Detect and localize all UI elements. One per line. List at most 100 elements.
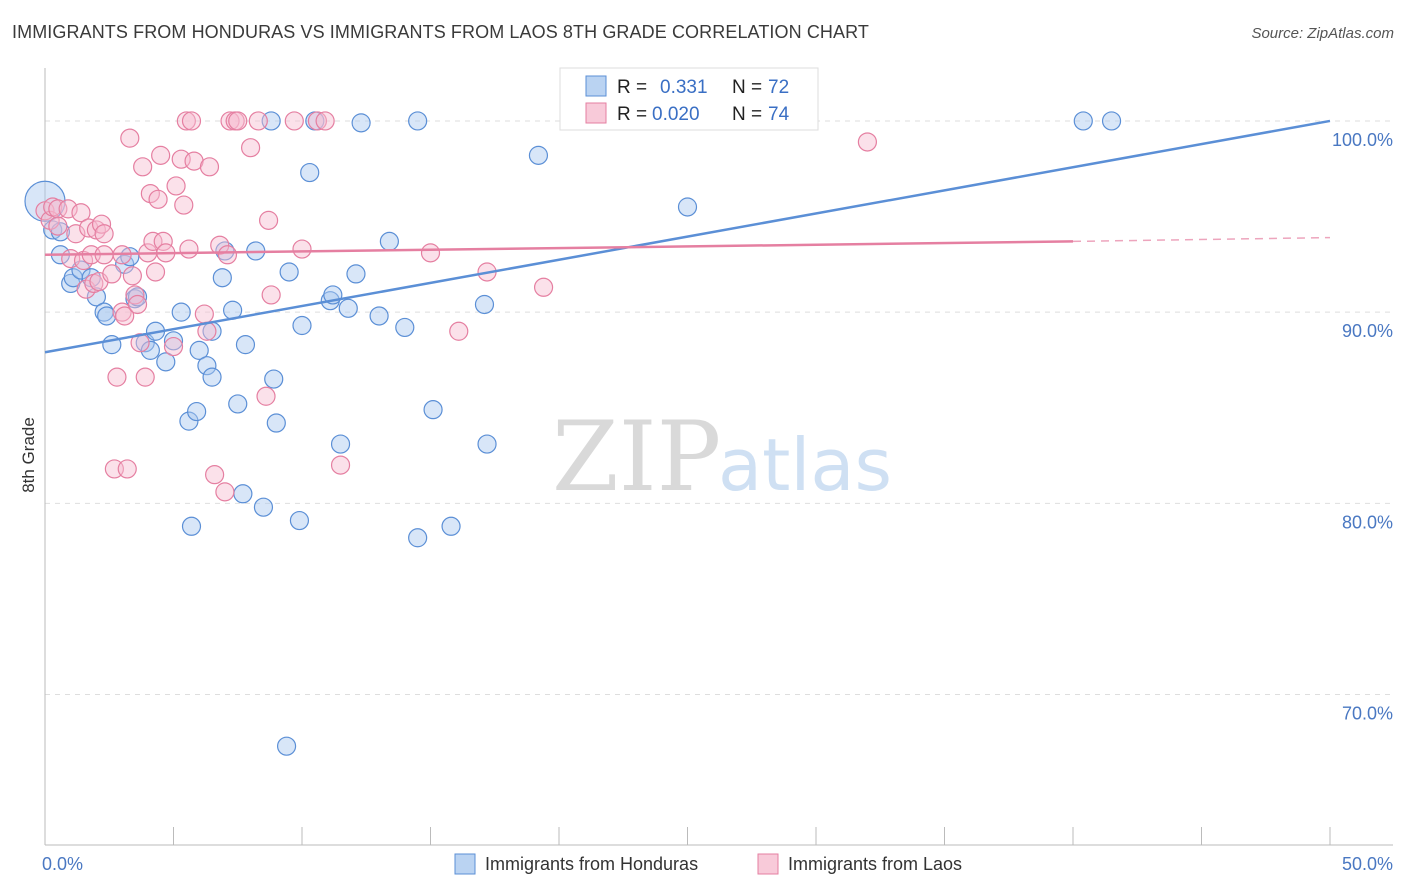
scatter-point-laos — [533, 277, 554, 297]
scatter-point-laos — [241, 138, 261, 158]
scatter-point-honduras — [202, 367, 222, 387]
legend-swatch-laos — [757, 853, 779, 875]
scatter-point-honduras — [212, 268, 232, 288]
trend-line-honduras — [44, 119, 1331, 354]
scatter-point-honduras — [140, 340, 160, 360]
scatter-point-laos — [420, 243, 441, 263]
scatter-point-laos — [215, 482, 235, 502]
trend-line-laos — [44, 240, 1074, 257]
stats-n-label-honduras: N = — [732, 77, 762, 98]
trend-layer — [44, 119, 1331, 354]
scatter-point-laos — [58, 199, 78, 219]
chart-title: IMMIGRANTS FROM HONDURAS VS IMMIGRANTS F… — [12, 22, 869, 42]
scatter-point-laos — [163, 336, 184, 357]
scatter-point-laos — [248, 111, 268, 131]
scatter-point-laos — [315, 111, 335, 131]
scatter-point-laos — [140, 183, 160, 204]
scatter-point-honduras — [677, 197, 698, 217]
series-legend: Immigrants from Honduras Immigrants from… — [454, 853, 962, 875]
scatter-point-laos — [174, 195, 194, 215]
scatter-point-honduras — [369, 306, 389, 326]
scatter-point-honduras — [235, 335, 256, 355]
scatter-point-laos — [217, 245, 238, 265]
scatter-point-honduras — [264, 369, 284, 389]
y-axis-label: 8th Grade — [19, 417, 38, 493]
scatter-point-honduras — [477, 434, 497, 454]
stats-n-value-honduras: 72 — [768, 77, 789, 98]
scatter-point-laos — [145, 262, 166, 282]
y-tick-label: 80.0% — [1342, 512, 1393, 532]
scatter-point-laos — [176, 111, 196, 131]
stats-r-value-honduras: 0.331 — [660, 77, 708, 98]
scatter-point-honduras — [330, 434, 351, 454]
scatter-point-laos — [102, 264, 122, 284]
scatter-point-honduras — [179, 411, 199, 431]
scatter-point-honduras — [408, 111, 428, 131]
scatter-point-laos — [258, 210, 279, 230]
scatter-point-laos — [122, 266, 142, 286]
legend-swatch-honduras — [454, 853, 476, 875]
scatter-point-honduras — [187, 401, 207, 422]
y-tick-label: 100.0% — [1332, 130, 1393, 150]
axis-layer: 70.0% 80.0% 90.0% 100.0% 0.0% 50.0% — [42, 68, 1393, 874]
scatter-point-laos — [143, 231, 163, 251]
scatter-point-honduras — [253, 497, 274, 517]
scatter-point-laos — [135, 367, 155, 387]
scatter-point-laos — [148, 189, 168, 209]
scatter-point-laos — [205, 465, 225, 485]
scatter-point-laos — [449, 321, 469, 341]
scatter-point-honduras — [1101, 111, 1122, 131]
scatter-point-honduras — [228, 394, 248, 414]
scatter-point-laos — [48, 199, 68, 219]
scatter-point-laos — [48, 216, 68, 236]
watermark-atlas: atlas — [718, 423, 892, 507]
scatter-point-honduras — [197, 356, 217, 376]
scatter-point-laos — [284, 111, 304, 131]
scatter-point-honduras — [408, 528, 428, 548]
stats-r-value-laos: 0.020 — [652, 104, 700, 125]
scatter-point-laos — [117, 459, 137, 479]
stats-legend: R = 0.331 N = 72 R = 0.020 N = 74 — [559, 67, 819, 131]
scatter-point-laos — [107, 367, 127, 387]
scatter-point-laos — [199, 157, 220, 177]
scatter-point-honduras — [156, 352, 176, 372]
scatter-point-laos — [120, 128, 140, 148]
stats-swatch-honduras — [585, 75, 607, 97]
scatter-point-laos — [194, 304, 214, 324]
scatter-point-laos — [94, 224, 114, 244]
scatter-point-honduras — [528, 145, 549, 165]
scatter-point-laos — [220, 111, 240, 131]
scatter-point-laos — [256, 386, 276, 406]
scatter-point-honduras — [189, 340, 209, 360]
scatter-point-honduras — [441, 516, 461, 536]
stats-n-label-laos: N = — [732, 104, 762, 125]
scatter-point-laos — [261, 285, 281, 305]
scatter-point-laos — [228, 111, 248, 131]
watermark: ZIP atlas — [552, 401, 892, 513]
scatter-point-laos — [127, 294, 148, 315]
y-tick-label: 70.0% — [1342, 704, 1393, 724]
scatter-point-laos — [210, 235, 230, 255]
scatter-point-honduras — [120, 247, 140, 267]
scatter-point-honduras — [1073, 111, 1093, 131]
scatter-point-honduras — [423, 400, 443, 420]
scatter-point-honduras — [395, 317, 415, 338]
stats-n-value-laos: 74 — [768, 104, 790, 125]
scatter-point-honduras — [379, 231, 399, 251]
scatter-point-honduras — [181, 516, 202, 536]
scatter-point-honduras — [276, 736, 297, 756]
scatter-point-honduras — [300, 162, 320, 183]
scatter-point-laos — [330, 455, 351, 475]
scatter-point-honduras — [474, 294, 495, 315]
scatter-point-honduras — [338, 298, 358, 318]
watermark-zip: ZIP — [552, 401, 721, 513]
scatter-point-laos — [133, 157, 153, 177]
scatter-point-honduras — [171, 302, 191, 322]
scatter-point-laos — [857, 132, 878, 152]
scatter-point-laos — [181, 111, 202, 131]
scatter-point-honduras — [292, 315, 312, 336]
scatter-point-laos — [307, 111, 328, 131]
scatter-point-honduras — [163, 331, 184, 351]
scatter-point-honduras — [279, 262, 299, 282]
